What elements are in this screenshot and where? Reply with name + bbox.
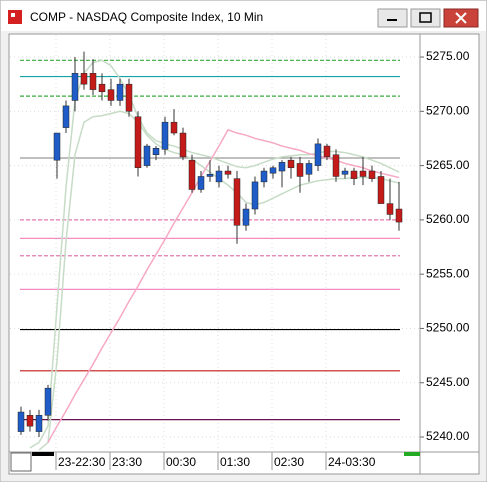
plot: 5240.00 5245.00 5250.00 5255.00 5260.00 5265.…	[10, 35, 470, 470]
candle-body	[260, 170, 268, 183]
candle-body	[98, 83, 106, 93]
candle-body	[386, 203, 394, 215]
candle-body	[314, 143, 322, 166]
y-tick-label: 5245.00	[426, 375, 470, 389]
x-tick-label: 02:30	[274, 455, 304, 469]
candle-body	[215, 170, 223, 183]
x-tick-label: 23-22:30	[58, 455, 106, 469]
maximize-button[interactable]	[410, 8, 441, 28]
y-tick-label: 5265.00	[426, 158, 470, 172]
y-tick-label: 5260.00	[426, 212, 470, 226]
candle-body	[179, 132, 187, 158]
y-tick-label: 5275.00	[426, 49, 470, 63]
candle-body	[125, 83, 133, 112]
y-tick-label: 5255.00	[426, 266, 470, 280]
candle-body	[197, 176, 205, 190]
candle-body	[359, 170, 367, 177]
candle-body	[44, 387, 52, 416]
y-tick-label: 5240.00	[426, 429, 470, 443]
candle-body	[161, 121, 169, 150]
x-tick-label: 01:30	[220, 455, 250, 469]
candle-body	[80, 73, 88, 85]
candle-body	[377, 176, 385, 204]
candle-body	[170, 121, 178, 134]
candle-body	[89, 73, 97, 90]
candle-body	[35, 415, 43, 432]
overlay-line	[47, 128, 400, 443]
close-icon	[455, 12, 467, 24]
overlay-line	[29, 59, 400, 449]
chart-panel	[8, 33, 480, 475]
candle-body	[116, 83, 124, 101]
candle-body	[251, 181, 259, 210]
x-tick-label: 24-03:30	[328, 455, 376, 469]
candle-body	[26, 415, 34, 427]
candle-body	[296, 163, 304, 177]
candle-body	[269, 167, 277, 174]
x-tick-label: 23:30	[112, 455, 142, 469]
candle-body	[152, 147, 160, 155]
candle-body	[107, 89, 115, 101]
candle-body	[242, 208, 250, 226]
candle-body	[305, 163, 313, 175]
corner-box	[10, 452, 32, 472]
candle-body	[332, 154, 340, 177]
candle-body	[350, 170, 358, 179]
candle-body	[323, 145, 331, 158]
candle-body	[233, 178, 241, 226]
candle-body	[278, 162, 286, 172]
app-icon-detail	[11, 13, 15, 17]
scroll-bar-right	[404, 452, 420, 456]
candle-body	[17, 411, 25, 432]
x-tick-label: 00:30	[166, 455, 196, 469]
candle-body	[134, 116, 142, 169]
candle-body	[62, 105, 70, 128]
candle-body	[206, 174, 214, 177]
window-title: COMP - NASDAQ Composite Index, 10 Min	[30, 10, 263, 24]
candle-body	[53, 132, 61, 161]
candle-body	[341, 170, 349, 175]
minimize-button[interactable]	[377, 8, 408, 28]
candle-body	[224, 170, 232, 175]
candle-body	[287, 159, 295, 169]
candle-body	[71, 73, 79, 101]
y-tick-label: 5250.00	[426, 321, 470, 335]
candle-body	[188, 159, 196, 190]
candle-body	[368, 170, 376, 179]
candle-body	[143, 145, 151, 166]
candle-body	[395, 208, 403, 223]
y-tick-label: 5270.00	[426, 103, 470, 117]
scroll-bar-left	[32, 452, 54, 456]
maximize-icon	[419, 12, 432, 23]
